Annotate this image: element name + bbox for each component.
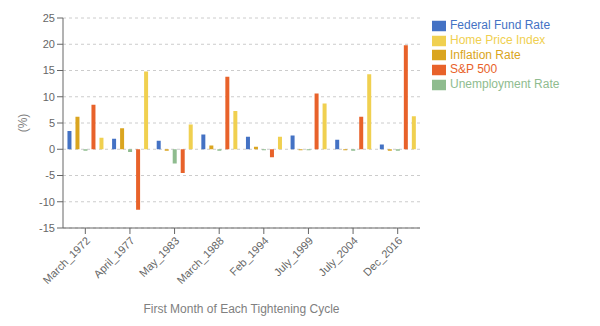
svg-text:April_1977: April_1977 <box>91 234 137 280</box>
svg-text:-15: -15 <box>39 222 55 234</box>
svg-text:-5: -5 <box>45 169 55 181</box>
svg-text:May_1983: May_1983 <box>137 234 182 279</box>
html-text:Unemployment Rate: Unemployment Rate <box>450 77 560 92</box>
svg-text:First Month of Each Tightening: First Month of Each Tightening Cycle <box>143 302 339 316</box>
svg-text:July_2004: July_2004 <box>316 234 360 278</box>
svg-text:10: 10 <box>43 91 55 103</box>
svg-text:March_1972: March_1972 <box>41 234 93 286</box>
svg-text:(%): (%) <box>16 114 30 133</box>
html-text:Home Price Index: Home Price Index <box>450 32 546 47</box>
svg-text:March_1988: March_1988 <box>174 234 226 286</box>
svg-text:Dec_2016: Dec_2016 <box>361 234 405 278</box>
html-text:S&P 500: S&P 500 <box>450 62 498 77</box>
svg-text:Feb_1994: Feb_1994 <box>227 234 271 278</box>
html-text:Inflation Rate: Inflation Rate <box>450 47 521 62</box>
svg-text:July_1999: July_1999 <box>271 234 315 278</box>
svg-text:-10: -10 <box>39 196 55 208</box>
html-text:Federal Fund Rate: Federal Fund Rate <box>450 18 551 32</box>
svg-text:15: 15 <box>43 64 55 76</box>
svg-text:0: 0 <box>49 143 55 155</box>
svg-text:25: 25 <box>43 12 55 24</box>
svg-text:5: 5 <box>49 117 55 129</box>
svg-text:20: 20 <box>43 38 55 50</box>
